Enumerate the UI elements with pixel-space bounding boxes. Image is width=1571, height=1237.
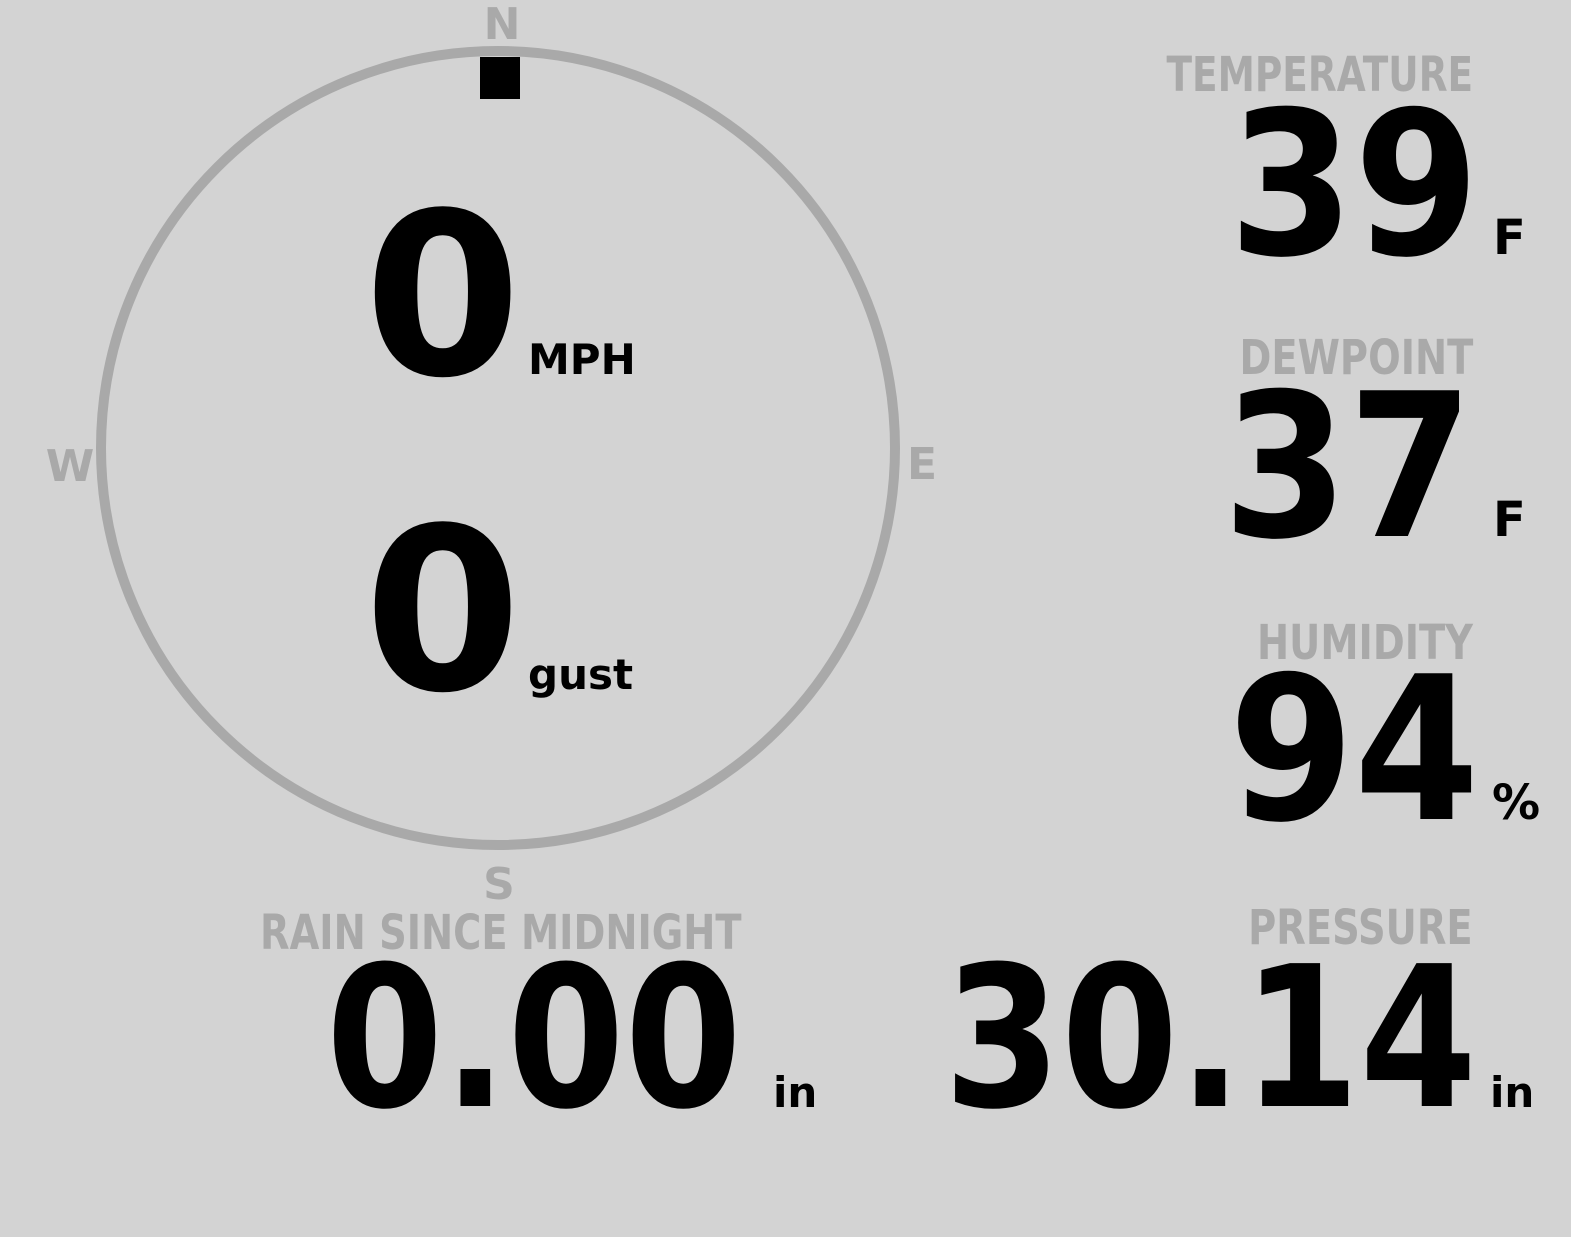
pressure-value: 30.14 (943, 925, 1477, 1153)
compass-east-label: E (906, 439, 938, 490)
humidity-value: 94 (1228, 634, 1479, 867)
wind-gust-value: 0 (364, 480, 522, 743)
dewpoint-label: DEWPOINT (1239, 330, 1473, 386)
wind-speed-value: 0 (364, 165, 522, 428)
wind-direction-pointer (480, 57, 520, 99)
dewpoint-unit: F (1493, 492, 1526, 548)
compass-south-label: S (483, 859, 515, 910)
rain-label: RAIN SINCE MIDNIGHT (260, 905, 742, 961)
temperature-value: 39 (1228, 69, 1479, 302)
rain-unit: in (773, 1068, 818, 1117)
compass-ring (96, 46, 900, 850)
wind-direction-marker (480, 57, 520, 99)
pressure-label: PRESSURE (1248, 900, 1473, 956)
dewpoint-value: 37 (1222, 351, 1473, 584)
wind-gust-label: gust (528, 650, 634, 699)
humidity-unit: % (1492, 775, 1541, 831)
temperature-label: TEMPERATURE (1166, 47, 1473, 103)
pressure-unit: in (1490, 1068, 1535, 1117)
humidity-label: HUMIDITY (1257, 615, 1473, 671)
rain-value: 0.00 (326, 925, 742, 1153)
compass-west-label: W (45, 441, 95, 492)
compass-north-label: N (483, 0, 521, 50)
temperature-unit: F (1493, 210, 1526, 266)
wind-speed-unit: MPH (528, 335, 636, 384)
